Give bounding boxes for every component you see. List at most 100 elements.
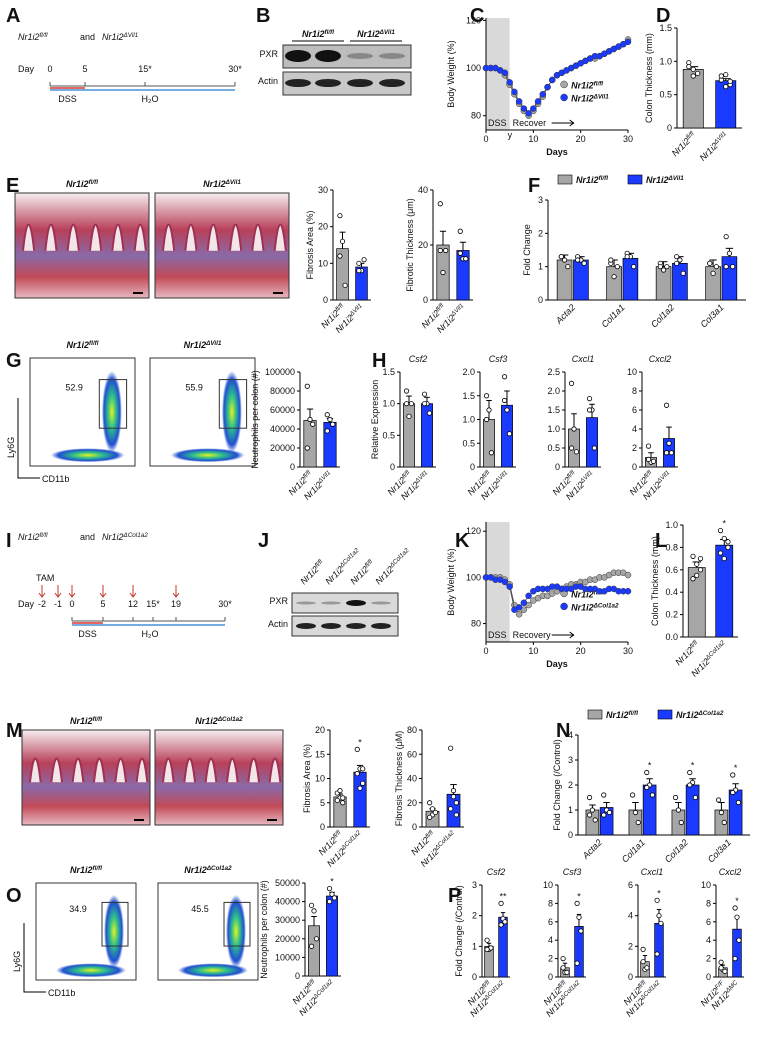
data-point: [361, 257, 367, 263]
data-point: [573, 449, 580, 455]
crypt: [89, 223, 103, 251]
day-tick: -2: [38, 599, 46, 609]
y-tick-label: 1.5: [382, 367, 395, 377]
lane-label: Nr1i2ΔCol1a2: [373, 546, 413, 586]
data-point: [723, 72, 729, 78]
tam-arrow: [54, 585, 62, 598]
data-point: [308, 943, 315, 949]
data-point: [403, 388, 410, 394]
data-point: [421, 391, 428, 397]
x-tick-label: Col1a1: [599, 302, 626, 329]
y-tick-label: 0: [548, 972, 553, 982]
data-point: [668, 450, 675, 456]
data-point: [525, 110, 532, 117]
genotype-sup: ΔCol1a2: [206, 865, 232, 872]
data-point: [726, 250, 733, 256]
genotype-base: Nr1i2: [18, 532, 40, 542]
x-tick-label: Nr1i2fl/fl: [669, 130, 698, 159]
schematic-genotype: Nr1i2fl/fl: [18, 32, 48, 43]
data-point: [307, 416, 313, 423]
y-tick-label: 1.0: [547, 424, 560, 434]
day-tick: 5: [100, 599, 105, 609]
significance: *: [648, 761, 652, 771]
x-tick-label: Col1a1: [620, 837, 647, 864]
legend-swatch: [657, 709, 673, 720]
y-axis-label: Relative Expression: [370, 380, 380, 460]
data-point: [657, 264, 663, 270]
data-point: [730, 789, 736, 796]
genotype-sup: fl/fl: [599, 175, 609, 182]
water-label: H₂O: [142, 94, 159, 104]
events: [51, 448, 125, 463]
genotype-sup: ΔVil1: [225, 179, 242, 186]
band: [285, 79, 311, 87]
image-caption: Nr1i2ΔVil1: [203, 179, 241, 190]
genotype-base: Nr1i2: [203, 179, 226, 189]
data-point: [591, 445, 598, 451]
genotype-sup: fl/fl: [685, 130, 696, 141]
y-tick-label: 80: [471, 619, 481, 629]
y-tick-label: 80: [407, 725, 417, 735]
genotype-base: Nr1i2: [66, 179, 89, 189]
flow-caption: Nr1i2ΔCol1a2: [184, 865, 232, 876]
crypt: [93, 757, 106, 783]
y-tick-label: 1: [568, 805, 573, 815]
data-point: [501, 69, 509, 77]
y-axis-label: Fold Change (/Control): [552, 739, 562, 831]
data-point: [331, 895, 338, 901]
data-point: [571, 426, 577, 432]
bar: [728, 789, 743, 836]
y-tick-label: 0: [632, 462, 637, 472]
data-point: [486, 407, 492, 413]
y-tick-label: 0.5: [659, 90, 672, 100]
significance: *: [358, 737, 362, 747]
genotype-base: Nr1i2: [18, 32, 40, 42]
genotype-sup: fl/fl: [565, 469, 576, 480]
crypt: [268, 757, 282, 783]
y-tick-label: 0: [390, 462, 395, 472]
flow-caption: Nr1i2fl/fl: [70, 865, 102, 876]
genotype-sup: fl/fl: [400, 469, 411, 480]
band: [296, 601, 316, 605]
data-point: [560, 965, 566, 971]
crypt: [50, 757, 63, 783]
panel-letter: M: [6, 720, 23, 742]
y-axis-label: Body Weight (%): [446, 548, 456, 615]
events: [104, 894, 124, 969]
genotype-sup: ΔCol1a2: [698, 710, 724, 717]
genotype-sup: ΔVil1: [379, 29, 396, 36]
events: [56, 963, 126, 978]
y-tick-label: 2: [568, 780, 573, 790]
data-point: [427, 800, 433, 806]
data-point: [564, 969, 570, 976]
data-point: [483, 393, 490, 399]
genotype-sup: fl/fl: [89, 179, 99, 186]
y-tick-label: 0: [555, 462, 560, 472]
data-point: [644, 769, 650, 776]
data-point: [725, 544, 731, 551]
data-point: [498, 922, 504, 928]
data-point: [501, 397, 508, 404]
bar: [574, 926, 584, 978]
x-tick-label: 0: [483, 646, 488, 656]
data-point: [515, 604, 523, 611]
data-point: [644, 784, 650, 791]
y-tick-label: 40000: [270, 424, 295, 434]
data-point: [707, 260, 713, 266]
y-tick-label: 3: [538, 195, 543, 205]
data-point: [736, 937, 742, 943]
band: [321, 601, 341, 605]
panel-letter: K: [455, 530, 470, 552]
data-point: [581, 260, 587, 266]
genotype-sup: fl/fl: [40, 32, 49, 39]
image-caption: Nr1i2fl/fl: [70, 716, 102, 727]
tam-arrow: [172, 585, 180, 598]
genotype-base: Nr1i2: [571, 602, 594, 612]
y-tick-label: 0: [412, 822, 417, 832]
y-tick-label: 20: [407, 798, 417, 808]
data-point: [678, 819, 684, 826]
data-point: [329, 891, 335, 897]
bar: [353, 771, 367, 828]
genotype-sup: fl/fl: [642, 469, 653, 480]
